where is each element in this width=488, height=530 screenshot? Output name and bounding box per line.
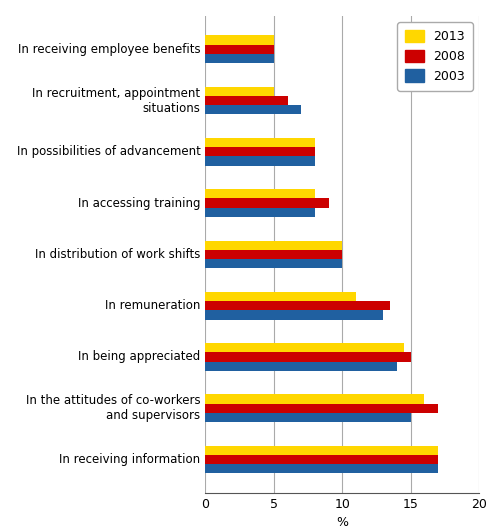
Bar bbox=[205, 446, 437, 455]
Legend: 2013, 2008, 2003: 2013, 2008, 2003 bbox=[397, 22, 472, 91]
Bar bbox=[205, 404, 437, 413]
Bar bbox=[205, 189, 314, 199]
Bar bbox=[205, 301, 389, 310]
Bar bbox=[205, 310, 383, 320]
Bar bbox=[205, 147, 314, 156]
Bar bbox=[205, 105, 301, 114]
Bar bbox=[205, 361, 396, 371]
Bar bbox=[205, 87, 273, 96]
Bar bbox=[205, 259, 342, 268]
Bar bbox=[205, 208, 314, 217]
X-axis label: %: % bbox=[336, 516, 347, 529]
Bar bbox=[205, 199, 328, 208]
Bar bbox=[205, 45, 273, 54]
Bar bbox=[205, 352, 410, 361]
Bar bbox=[205, 464, 437, 473]
Bar bbox=[205, 394, 424, 404]
Bar bbox=[205, 36, 273, 45]
Bar bbox=[205, 138, 314, 147]
Bar bbox=[205, 96, 287, 105]
Bar bbox=[205, 292, 355, 301]
Bar bbox=[205, 156, 314, 166]
Bar bbox=[205, 250, 342, 259]
Bar bbox=[205, 343, 403, 352]
Bar bbox=[205, 54, 273, 63]
Bar bbox=[205, 455, 437, 464]
Bar bbox=[205, 413, 410, 422]
Bar bbox=[205, 241, 342, 250]
